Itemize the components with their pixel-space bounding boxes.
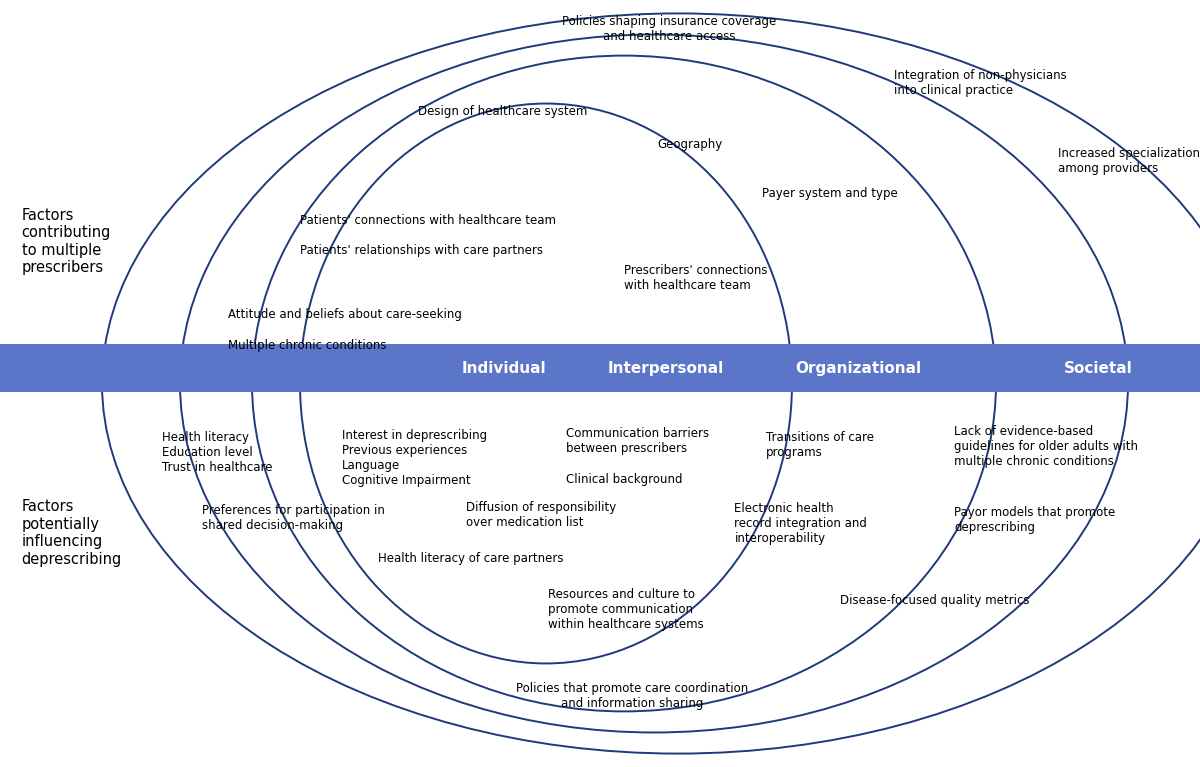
Text: Societal: Societal (1063, 360, 1133, 376)
Text: Design of healthcare system: Design of healthcare system (418, 105, 587, 117)
Text: Factors
potentially
influencing
deprescribing: Factors potentially influencing deprescr… (22, 499, 122, 567)
Text: Health literacy
Education level
Trust in healthcare: Health literacy Education level Trust in… (162, 431, 272, 474)
Text: Geography: Geography (658, 138, 722, 150)
Text: Interpersonal: Interpersonal (608, 360, 724, 376)
Text: Attitude and beliefs about care-seeking: Attitude and beliefs about care-seeking (228, 308, 462, 321)
Text: Clinical background: Clinical background (566, 473, 683, 486)
Text: Payor models that promote
deprescribing: Payor models that promote deprescribing (954, 506, 1115, 534)
Text: Lack of evidence-based
guidelines for older adults with
multiple chronic conditi: Lack of evidence-based guidelines for ol… (954, 425, 1138, 468)
Text: Increased specialization
among providers: Increased specialization among providers (1058, 147, 1200, 175)
Text: Payer system and type: Payer system and type (762, 187, 898, 199)
Text: Individual: Individual (462, 360, 546, 376)
Text: Policies that promote care coordination
and information sharing: Policies that promote care coordination … (516, 683, 749, 710)
Text: Electronic health
record integration and
interoperability: Electronic health record integration and… (734, 502, 868, 545)
Text: Prescribers' connections
with healthcare team: Prescribers' connections with healthcare… (624, 264, 768, 291)
Text: Organizational: Organizational (794, 360, 922, 376)
Text: Transitions of care
programs: Transitions of care programs (766, 431, 874, 459)
Text: Patients' connections with healthcare team: Patients' connections with healthcare te… (300, 215, 556, 227)
Text: Health literacy of care partners: Health literacy of care partners (378, 552, 564, 565)
Text: Interest in deprescribing
Previous experiences
Language
Cognitive Impairment: Interest in deprescribing Previous exper… (342, 429, 487, 487)
Text: Resources and culture to
promote communication
within healthcare systems: Resources and culture to promote communi… (548, 588, 704, 631)
Text: Disease-focused quality metrics: Disease-focused quality metrics (840, 594, 1030, 607)
Text: Integration of non-physicians
into clinical practice: Integration of non-physicians into clini… (894, 69, 1067, 97)
Text: Communication barriers
between prescribers: Communication barriers between prescribe… (566, 427, 709, 455)
Text: Diffusion of responsibility
over medication list: Diffusion of responsibility over medicat… (466, 502, 616, 529)
Text: Policies shaping insurance coverage
and healthcare access: Policies shaping insurance coverage and … (563, 15, 776, 43)
Text: Factors
contributing
to multiple
prescribers: Factors contributing to multiple prescri… (22, 208, 110, 275)
Text: Preferences for participation in
shared decision-making: Preferences for participation in shared … (202, 504, 384, 532)
Text: Patients' relationships with care partners: Patients' relationships with care partne… (300, 244, 542, 256)
Bar (0, 344, 1200, 392)
Text: Multiple chronic conditions: Multiple chronic conditions (228, 339, 386, 351)
